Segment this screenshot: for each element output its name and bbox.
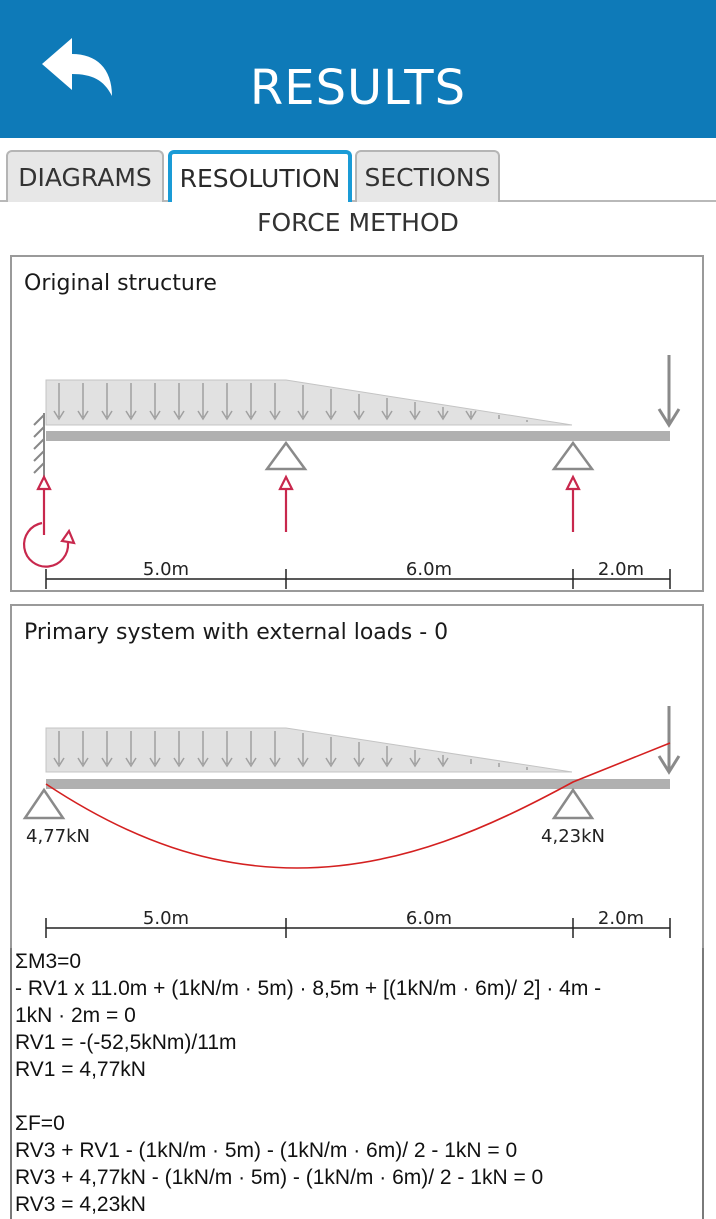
original-structure-panel: 5.0m 6.0m 2.0m Original structure	[10, 255, 704, 592]
original-structure-diagram: 5.0m 6.0m 2.0m	[22, 355, 681, 589]
distributed-load-area	[45, 379, 573, 426]
page-title: RESULTS	[249, 60, 467, 116]
primary-system-diagram: 4,77kN 4,23kN 5.0m 6.0m 2.0m	[22, 706, 681, 938]
tab-resolution[interactable]: RESOLUTION	[168, 150, 352, 202]
reaction-label-right: 4,23kN	[541, 826, 605, 847]
calculation-text: ΣM3=0 - RV1 x 11.0m + (1kN/m · 5m) · 8,5…	[10, 948, 704, 1219]
pin-support-middle	[264, 440, 308, 471]
pin-support-right	[551, 787, 595, 820]
deflection-curve	[45, 742, 671, 869]
point-load-arrow	[657, 706, 681, 775]
load-arrows	[53, 383, 528, 422]
back-arrow-icon	[42, 38, 112, 96]
pin-support-right	[551, 440, 595, 471]
dimension-line	[45, 918, 671, 938]
calc-line: 1kN · 2m = 0	[15, 1004, 136, 1027]
dim-label-2: 6.0m	[406, 559, 452, 580]
panel-title: Original structure	[24, 271, 217, 296]
calc-line: - RV1 x 11.0m + (1kN/m · 5m) · 8,5m + [(…	[15, 977, 602, 1000]
panel-title: Primary system with external loads - 0	[24, 620, 449, 645]
reaction-label-left: 4,77kN	[26, 826, 90, 847]
tab-sections[interactable]: SECTIONS	[355, 150, 500, 202]
dim-label-1: 5.0m	[143, 559, 189, 580]
reaction-arrows	[22, 474, 581, 568]
calc-line	[15, 1083, 702, 1110]
tab-diagrams[interactable]: DIAGRAMS	[6, 150, 164, 202]
calc-line: RV3 + 4,77kN - (1kN/m · 5m) - (1kN/m · 6…	[15, 1166, 544, 1189]
dim-label-1: 5.0m	[143, 908, 189, 929]
primary-system-panel: 4,77kN 4,23kN 5.0m 6.0m 2.0m Primary sys…	[10, 604, 704, 948]
calc-line: RV3 + RV1 - (1kN/m · 5m) - (1kN/m · 6m)/…	[15, 1139, 518, 1162]
calc-line: ΣM3=0	[15, 950, 82, 973]
pin-support-left	[22, 787, 66, 820]
distributed-load-area	[45, 727, 573, 773]
back-button[interactable]	[38, 34, 118, 104]
calc-line: RV3 = 4,23kN	[15, 1193, 146, 1216]
point-load-arrow	[657, 355, 681, 428]
calc-line: RV1 = -(-52,5kNm)/11m	[15, 1031, 237, 1054]
dimension-line	[45, 569, 671, 589]
beam	[46, 779, 670, 789]
dim-label-3: 2.0m	[598, 559, 644, 580]
app-header: RESULTS	[0, 0, 716, 138]
dim-label-2: 6.0m	[406, 908, 452, 929]
load-arrows	[53, 731, 528, 770]
beam	[46, 431, 670, 441]
fixed-support	[33, 413, 45, 479]
calc-line: ΣF=0	[15, 1112, 65, 1135]
calc-line: RV1 = 4,77kN	[15, 1058, 146, 1081]
dim-label-3: 2.0m	[598, 908, 644, 929]
section-title: FORCE METHOD	[257, 208, 459, 237]
